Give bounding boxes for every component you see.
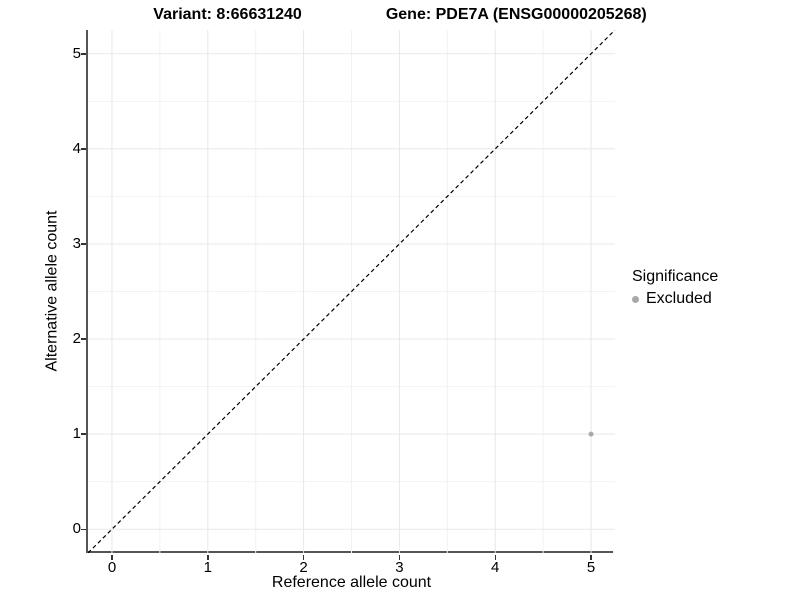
y-tick-label: 5 [72,44,81,62]
y-tick-mark [81,433,86,435]
x-tick-mark [111,555,113,560]
variant-title: Variant: 8:66631240 [153,6,302,23]
identity-reference-line [88,30,615,553]
y-tick-mark [81,528,86,530]
x-tick-mark [398,555,401,560]
x-tick-mark [302,555,305,560]
legend-point-swatch [632,295,639,303]
y-axis-title: Alternative allele count [43,210,60,372]
legend-item-label: Excluded [646,290,712,307]
x-tick-label: 5 [586,559,596,576]
plot-title-row: Variant: 8:66631240 Gene: PDE7A (ENSG000… [0,6,800,24]
y-tick-mark [81,148,86,150]
y-tick-mark [81,53,86,55]
x-tick-label: 1 [203,559,212,576]
y-tick-label: 1 [72,425,81,443]
x-tick-label: 0 [107,559,117,576]
plot-panel [86,30,615,553]
y-tick-label: 0 [72,520,81,538]
x-tick-mark [207,555,209,560]
legend: Significance Excluded [632,267,718,309]
legend-title: Significance [632,268,719,285]
plot-area-svg [88,30,615,553]
x-tick-mark [494,555,496,560]
x-tick-label: 2 [299,559,308,576]
y-tick-label: 3 [72,235,81,252]
x-tick-label: 4 [491,559,500,576]
x-tick-label: 3 [395,559,404,576]
y-tick-mark [81,338,86,340]
gene-title: Gene: PDE7A (ENSG00000205268) [385,6,647,23]
y-tick-label: 2 [72,330,81,347]
data-point [588,431,594,437]
legend-item-excluded: Excluded [632,289,718,309]
y-tick-label: 4 [72,139,81,157]
x-axis-title: Reference allele count [271,574,432,591]
y-tick-mark [81,243,86,245]
x-tick-mark [590,555,592,560]
